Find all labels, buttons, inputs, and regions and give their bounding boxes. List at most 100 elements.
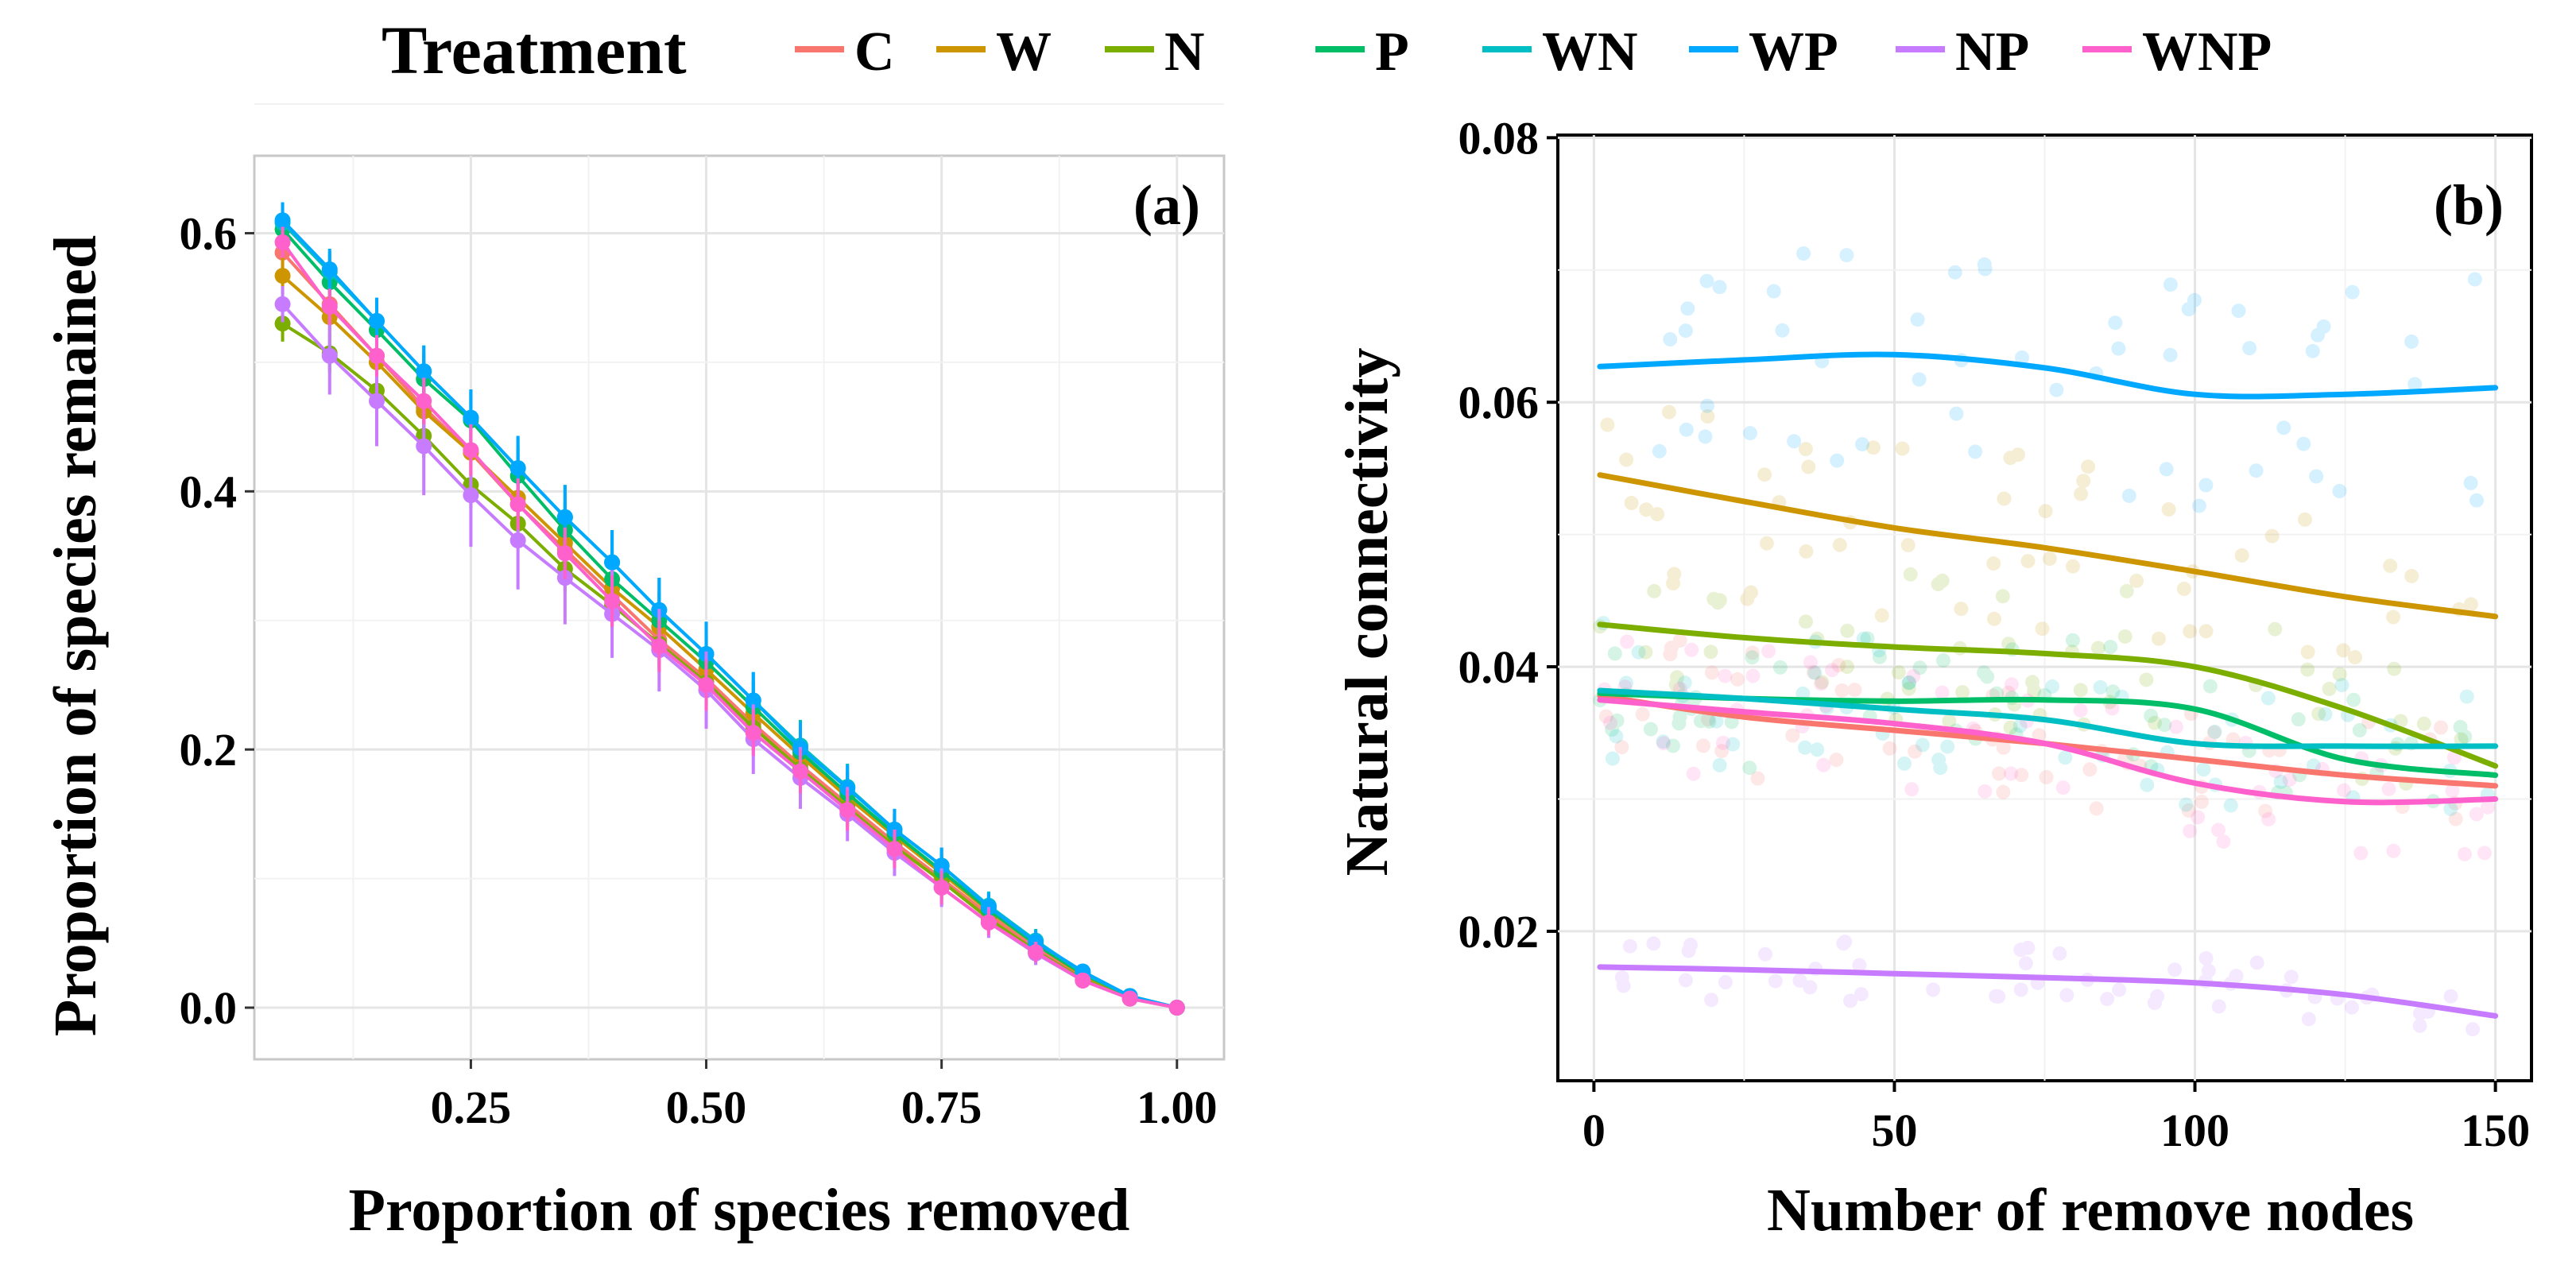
panel-b-scatter-point-wnp bbox=[2004, 677, 2019, 692]
panel-b-ticks: 0 50 100 150 0.02 0.04 0.06 0.08 bbox=[1458, 112, 2531, 1156]
panel-a-point-wp bbox=[604, 554, 621, 571]
panel-b-scatter-point-w bbox=[2066, 559, 2080, 574]
panel-b-scatter-point-wp bbox=[2407, 377, 2423, 392]
panel-a-point-wp bbox=[745, 692, 761, 709]
panel-b-scatter-point-wp bbox=[2049, 382, 2064, 397]
panel-b-y-tick-label: 0.04 bbox=[1458, 641, 1540, 693]
panel-b-scatter-point-np bbox=[2284, 969, 2299, 985]
panel-a-y-tick-label: 0.2 bbox=[180, 724, 238, 776]
panel-a: 0.25 0.50 0.75 1.00 0.0 0.2 0.4 0.6 (a) Proport… bbox=[42, 103, 1226, 1244]
panel-b-scatter-point-np bbox=[2412, 1006, 2427, 1021]
panel-b-scatter-point-wp bbox=[2198, 478, 2214, 493]
panel-b-x-tick-label: 150 bbox=[2461, 1105, 2530, 1156]
panel-b-scatter-point-c bbox=[1992, 766, 2006, 781]
panel-b-scatter-point-wp bbox=[2316, 319, 2331, 334]
panel-b-scatter-point-np bbox=[2201, 963, 2216, 978]
panel-a-point-wnp bbox=[839, 802, 856, 819]
panel-b-scatter-point-wp bbox=[2404, 334, 2419, 349]
legend-label-np: NP bbox=[1955, 21, 2029, 83]
panel-b-scatter-point-wnp bbox=[2105, 701, 2120, 716]
panel-b-scatter-point-wn bbox=[1631, 644, 1646, 660]
panel-b-scatter-point-wnp bbox=[1935, 685, 1950, 700]
panel-b-scatter-point-w bbox=[1798, 442, 1813, 457]
panel-b-scatter-point-w bbox=[1624, 496, 1639, 510]
panel-b-grid bbox=[1558, 135, 2531, 1081]
panel-b-scatter-point-c bbox=[1996, 784, 2011, 799]
panel-b-scatter-point-c bbox=[2181, 803, 2196, 818]
panel-b-scatter-point-np bbox=[1843, 993, 1857, 1008]
panel-b-scatter-point-w bbox=[1874, 608, 1889, 623]
panel-b-tag: (b) bbox=[2434, 173, 2504, 237]
panel-b-scatter-point-n bbox=[2117, 629, 2132, 644]
panel-b-scatter-point-n bbox=[1670, 670, 1684, 685]
panel-b-scatter-point-p bbox=[2458, 729, 2473, 744]
panel-b-scatter-point-wnp bbox=[2445, 784, 2460, 799]
panel-b-scatter-point-np bbox=[1792, 973, 1807, 988]
panel-b-scatter-point-c bbox=[1701, 712, 1715, 727]
panel-b-scatter-point-wp bbox=[2163, 277, 2178, 292]
panel-b-scatter-point-wp bbox=[2345, 284, 2360, 300]
panel-b-scatter-point-wnp bbox=[2353, 846, 2369, 861]
panel-a-x-tick-label: 1.00 bbox=[1137, 1082, 1218, 1133]
panel-b-scatter-point-n bbox=[2119, 583, 2134, 598]
panel-b-scatter-point-w bbox=[1650, 507, 1665, 522]
panel-a-point-n bbox=[274, 315, 291, 332]
panel-b-scatter-point-w bbox=[1740, 591, 1755, 606]
panel-b-scatter-point-n bbox=[2300, 662, 2315, 677]
panel-b-scatter-point-w bbox=[2234, 548, 2249, 563]
panel-a-point-wp bbox=[416, 363, 432, 380]
panel-b-scatter-point-wp bbox=[2467, 272, 2482, 287]
panel-b-scatter-point-wnp bbox=[2004, 766, 2019, 781]
panel-b-scatter-point-wn bbox=[1915, 737, 1930, 753]
panel-b-series bbox=[1597, 351, 2499, 1019]
panel-b-scatter-point-wnp bbox=[1603, 715, 1617, 730]
panel-b-scatter-point-c bbox=[1614, 740, 1629, 755]
panel-b-scatter-point-wp bbox=[2309, 469, 2324, 484]
panel-b-scatter-point-w bbox=[2198, 624, 2214, 639]
panel-b-scatter-point-n bbox=[2073, 683, 2088, 698]
panel-b-scatter-point-w bbox=[1987, 611, 2001, 626]
panel-b-scatter-point-n bbox=[2454, 732, 2469, 747]
panel-b-scatter-point-w bbox=[2074, 486, 2089, 501]
panel-a-point-wnp bbox=[1075, 972, 1091, 989]
panel-b-scatter-point-wnp bbox=[2168, 719, 2183, 734]
panel-a-point-wp bbox=[933, 857, 950, 874]
panel-b-scatter-point-c bbox=[1696, 738, 1710, 753]
panel-b-scatter-point-p bbox=[1912, 660, 1927, 675]
panel-b-scatter-point-n bbox=[1706, 591, 1722, 606]
panel-b-scatter-point-wn bbox=[1933, 760, 1948, 776]
panel-b-scatter-point-wnp bbox=[1906, 668, 1921, 683]
panel-b-scatter-point-wn bbox=[2260, 691, 2276, 706]
panel-b-scatter-point-n bbox=[2387, 661, 2402, 676]
panel-b-scatter-point-c bbox=[1663, 647, 1678, 662]
panel-b-scatter-point-wp bbox=[2191, 498, 2206, 513]
panel-b-scatter-point-wn bbox=[2012, 718, 2028, 733]
panel-b-scatter-point-c bbox=[2001, 685, 2016, 700]
legend-label-w: W bbox=[996, 21, 1052, 83]
panel-b-scatter-point-w bbox=[2038, 504, 2053, 519]
panel-b-scatter-point-c bbox=[1908, 744, 1923, 759]
panel-b-scatter-point-w bbox=[2386, 610, 2401, 625]
panel-b-scatter-point-wnp bbox=[1686, 766, 1701, 781]
panel-b-scatter-point-p bbox=[1745, 650, 1760, 665]
panel-b-scatter-point-w bbox=[2348, 650, 2362, 665]
panel-a-point-np bbox=[416, 438, 432, 455]
panel-a-point-np bbox=[274, 296, 291, 312]
panel-a-point-wp bbox=[274, 212, 291, 229]
panel-b-scatter-point-np bbox=[1926, 982, 1941, 997]
panel-b-scatter-point-np bbox=[1768, 973, 1783, 989]
panel-a-point-wnp bbox=[651, 638, 668, 655]
panel-b-scatter-point-c bbox=[1831, 658, 1846, 673]
panel-a-point-np bbox=[463, 487, 479, 504]
panel-a-point-wnp bbox=[698, 676, 715, 693]
panel-b-scatter-point-p bbox=[1672, 710, 1687, 724]
panel-b-scatter-point-p bbox=[1610, 713, 1625, 728]
panel-b-smooth-line-wnp bbox=[1597, 697, 2499, 806]
panel-b-scatter-point-wnp bbox=[1825, 663, 1839, 678]
panel-a-point-wnp bbox=[274, 234, 291, 250]
panel-b-scatter-point-c bbox=[2032, 728, 2047, 743]
panel-a-point-wnp bbox=[368, 347, 385, 364]
panel-b-scatter-point-c bbox=[1672, 633, 1687, 648]
panel-b-scatter-point-wp bbox=[1830, 453, 1845, 468]
panel-b-scatter-point-wn bbox=[1726, 737, 1741, 752]
